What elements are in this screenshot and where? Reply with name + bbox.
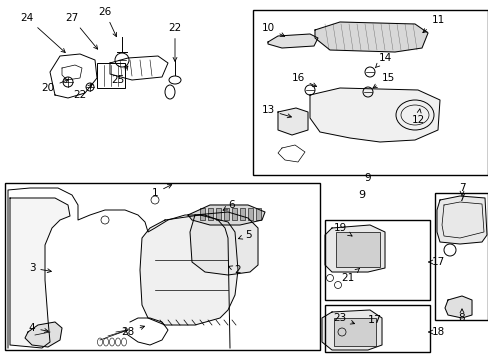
Text: 7: 7 xyxy=(458,193,465,203)
Text: 27: 27 xyxy=(65,13,98,49)
Text: 22: 22 xyxy=(73,85,92,100)
Bar xyxy=(207,208,213,220)
Polygon shape xyxy=(278,108,307,135)
Bar xyxy=(252,10,487,175)
Polygon shape xyxy=(314,22,427,52)
Polygon shape xyxy=(436,196,486,244)
Polygon shape xyxy=(140,215,238,325)
Text: 1: 1 xyxy=(151,185,171,198)
Polygon shape xyxy=(267,34,317,48)
Polygon shape xyxy=(190,212,258,275)
Text: 17: 17 xyxy=(428,257,445,267)
Text: 14: 14 xyxy=(374,53,391,68)
Bar xyxy=(333,318,375,346)
Bar xyxy=(247,208,252,220)
Text: 22: 22 xyxy=(168,23,181,61)
Bar xyxy=(256,208,261,220)
Bar xyxy=(231,208,237,220)
Text: 11: 11 xyxy=(422,15,444,33)
Text: 16: 16 xyxy=(291,73,316,87)
Bar xyxy=(240,208,244,220)
Text: 8: 8 xyxy=(458,309,465,323)
Text: 12: 12 xyxy=(410,109,424,125)
Text: 4: 4 xyxy=(29,323,48,333)
Text: 9: 9 xyxy=(358,190,365,200)
Text: 5: 5 xyxy=(238,230,251,240)
Polygon shape xyxy=(187,205,264,225)
Bar xyxy=(97,63,125,88)
Text: 10: 10 xyxy=(261,23,284,36)
Polygon shape xyxy=(309,88,439,142)
Text: 25: 25 xyxy=(111,66,127,85)
Bar xyxy=(325,305,429,352)
Text: 23: 23 xyxy=(333,313,354,324)
Bar xyxy=(434,193,487,320)
Text: 9: 9 xyxy=(364,173,370,183)
Polygon shape xyxy=(25,322,62,347)
Text: 20: 20 xyxy=(41,79,68,93)
Text: 3: 3 xyxy=(29,263,51,273)
Text: 18: 18 xyxy=(428,327,445,337)
Bar xyxy=(200,208,204,220)
Polygon shape xyxy=(325,225,384,272)
Text: 21: 21 xyxy=(341,268,359,283)
Bar xyxy=(216,208,221,220)
Text: 26: 26 xyxy=(98,7,116,37)
Text: 17: 17 xyxy=(367,315,381,325)
Bar xyxy=(335,232,379,267)
Text: 7: 7 xyxy=(458,183,465,196)
Text: 13: 13 xyxy=(261,105,291,118)
Text: 28: 28 xyxy=(121,326,144,337)
Text: 24: 24 xyxy=(20,13,65,53)
Text: 6: 6 xyxy=(223,200,235,210)
Polygon shape xyxy=(444,296,471,318)
Polygon shape xyxy=(321,310,381,350)
Bar xyxy=(224,208,228,220)
Polygon shape xyxy=(10,198,70,348)
Text: 15: 15 xyxy=(372,73,394,88)
Bar xyxy=(5,183,319,350)
Text: 2: 2 xyxy=(228,265,241,275)
Bar xyxy=(325,220,429,300)
Text: 19: 19 xyxy=(333,223,351,236)
